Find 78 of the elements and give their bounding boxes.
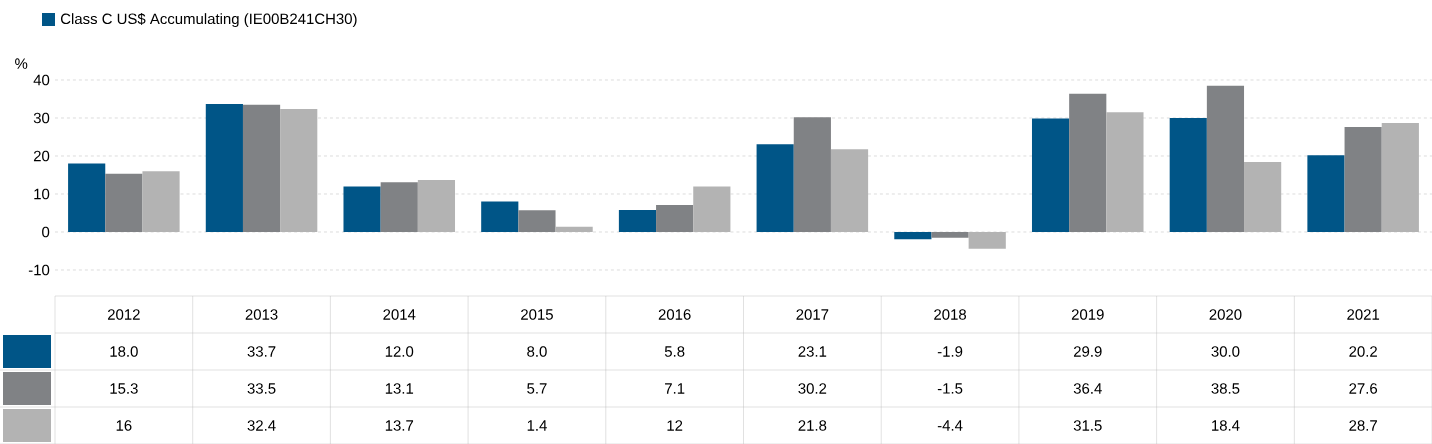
data-label: -1.9 — [937, 346, 963, 357]
x-tick-label: 2012 — [107, 309, 140, 320]
data-label: 12.0 — [385, 346, 414, 357]
bar — [894, 232, 932, 240]
x-tick-label: 2015 — [521, 309, 553, 320]
bar — [105, 173, 143, 232]
bar — [1244, 162, 1282, 232]
x-tick-label: 2021 — [1347, 309, 1380, 320]
data-label: 38.5 — [1211, 383, 1240, 394]
data-label: 30.0 — [1211, 346, 1240, 357]
y-tick-label: 10 — [34, 188, 50, 200]
data-label: -1.5 — [937, 383, 963, 394]
data-label: 5.7 — [527, 383, 547, 394]
data-label: 27.6 — [1349, 383, 1378, 394]
bar — [1206, 85, 1245, 232]
legend-label: Class C US$ Accumulating (IE00B241CH30) — [60, 12, 357, 28]
data-label: 18.4 — [1212, 420, 1240, 431]
x-tick-label: 2019 — [1071, 309, 1104, 320]
x-tick-label: 2017 — [796, 309, 829, 320]
bar — [555, 226, 593, 232]
data-label: 1.4 — [527, 420, 547, 431]
bar — [1031, 118, 1070, 232]
bar — [280, 108, 318, 232]
data-label: 8.0 — [527, 346, 547, 357]
data-label: -4.4 — [937, 420, 963, 431]
data-label: 30.2 — [798, 383, 827, 394]
data-label: 18.0 — [110, 346, 138, 357]
bar — [242, 104, 281, 232]
data-label: 33.5 — [247, 383, 276, 394]
bar — [1307, 155, 1345, 232]
y-tick-label: 30 — [33, 112, 50, 124]
data-label: 21.8 — [798, 420, 827, 431]
bar — [205, 103, 243, 232]
x-tick-label: 2013 — [245, 309, 278, 320]
x-tick-label: 2014 — [383, 309, 416, 320]
bar — [793, 117, 831, 232]
x-tick-label: 2020 — [1209, 309, 1242, 320]
data-label: 12 — [667, 420, 683, 431]
x-tick-label: 2018 — [934, 309, 967, 320]
bar — [380, 182, 418, 232]
data-label: 16 — [116, 420, 132, 431]
bar — [968, 232, 1006, 249]
data-label: 29.9 — [1073, 346, 1102, 357]
bar — [417, 179, 456, 232]
data-label: 13.7 — [385, 420, 414, 431]
y-tick-label: 20 — [33, 150, 50, 162]
data-label: 28.7 — [1349, 420, 1377, 431]
bar — [656, 205, 694, 232]
data-label: 15.3 — [110, 383, 138, 394]
data-label: 13.1 — [385, 383, 414, 394]
y-tick-label: 0 — [42, 226, 50, 238]
data-label: 5.8 — [664, 346, 685, 357]
bar — [693, 186, 731, 232]
bar — [1381, 122, 1419, 232]
bar — [1106, 112, 1144, 232]
bar — [343, 186, 381, 232]
data-label: 33.7 — [247, 346, 276, 357]
y-tick-label: 40 — [33, 74, 50, 86]
bar — [481, 201, 519, 232]
data-label: 31.5 — [1073, 420, 1102, 431]
bar — [1069, 93, 1107, 232]
bar — [68, 163, 106, 232]
data-label: 36.4 — [1073, 383, 1102, 394]
data-label: 32.4 — [247, 420, 276, 431]
x-tick-label: 2016 — [658, 309, 691, 320]
data-label: 20.2 — [1349, 346, 1377, 357]
y-tick-label: -10 — [28, 264, 50, 276]
bar — [518, 210, 556, 232]
bar — [1344, 127, 1382, 232]
bar — [756, 144, 794, 232]
bar — [1169, 118, 1207, 232]
data-label: 7.1 — [665, 383, 685, 394]
bar — [830, 149, 869, 232]
data-label: 23.1 — [798, 346, 827, 357]
bar — [618, 209, 657, 232]
bar — [931, 232, 969, 238]
bar — [142, 171, 180, 232]
y-axis-title: % — [15, 58, 28, 69]
